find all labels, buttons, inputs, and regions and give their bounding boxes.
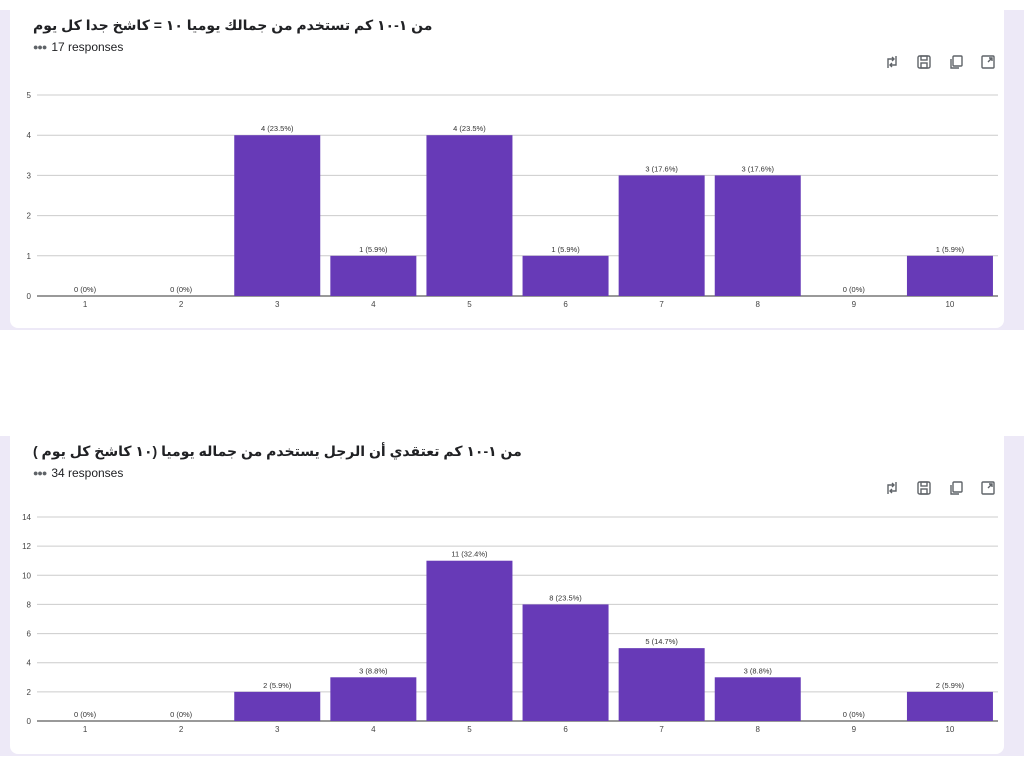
x-tick-label: 6 xyxy=(563,300,568,309)
data-label: 4 (23.5%) xyxy=(261,124,294,133)
y-tick-label: 0 xyxy=(27,717,32,726)
expand-icon[interactable] xyxy=(978,478,998,498)
data-label: 1 (5.9%) xyxy=(359,245,388,254)
bar xyxy=(330,255,417,296)
x-tick-label: 2 xyxy=(179,300,184,309)
data-label: 0 (0%) xyxy=(74,285,97,294)
data-label: 8 (23.5%) xyxy=(549,593,582,602)
data-label: 4 (23.5%) xyxy=(453,124,486,133)
chart-toolbar xyxy=(882,478,998,498)
bar xyxy=(714,175,801,296)
x-tick-label: 10 xyxy=(945,725,954,734)
bar xyxy=(714,677,801,721)
response-count-label: 17 responses xyxy=(51,40,124,54)
y-tick-label: 10 xyxy=(22,571,31,580)
bar xyxy=(426,135,513,296)
dots-icon: ●●● xyxy=(33,42,47,52)
data-label: 0 (0%) xyxy=(843,710,866,719)
x-tick-label: 3 xyxy=(275,300,280,309)
data-label: 2 (5.9%) xyxy=(936,681,965,690)
question-title: من ١-١٠ كم تعتقدي أن الرجل يستخدم من جما… xyxy=(33,443,522,459)
bar xyxy=(522,255,609,296)
data-label: 0 (0%) xyxy=(843,285,866,294)
x-tick-label: 8 xyxy=(756,300,761,309)
x-tick-label: 4 xyxy=(371,725,376,734)
copy-icon[interactable] xyxy=(946,52,966,72)
data-label: 0 (0%) xyxy=(74,710,97,719)
data-label: 0 (0%) xyxy=(170,710,193,719)
data-label: 1 (5.9%) xyxy=(936,245,965,254)
bar xyxy=(618,175,705,296)
bar xyxy=(906,691,993,721)
x-tick-label: 8 xyxy=(756,725,761,734)
data-label: 3 (17.6%) xyxy=(645,164,678,173)
response-count-label: 34 responses xyxy=(51,466,124,480)
chart-toolbar xyxy=(882,52,998,72)
data-label: 11 (32.4%) xyxy=(451,550,488,559)
expand-icon[interactable] xyxy=(978,52,998,72)
bar xyxy=(330,677,417,721)
bar xyxy=(234,691,321,721)
response-count: ●●● 17 responses xyxy=(33,40,123,54)
swap-icon[interactable] xyxy=(882,478,902,498)
save-icon[interactable] xyxy=(914,478,934,498)
copy-icon[interactable] xyxy=(946,478,966,498)
y-tick-label: 0 xyxy=(27,292,32,301)
x-tick-label: 10 xyxy=(945,300,954,309)
x-tick-label: 9 xyxy=(852,300,857,309)
dots-icon: ●●● xyxy=(33,468,47,478)
x-tick-label: 9 xyxy=(852,725,857,734)
data-label: 3 (8.8%) xyxy=(744,666,773,675)
bar xyxy=(426,560,513,721)
y-tick-label: 2 xyxy=(27,688,32,697)
y-tick-label: 4 xyxy=(27,131,32,140)
x-tick-label: 5 xyxy=(467,300,472,309)
x-tick-label: 7 xyxy=(659,300,664,309)
y-tick-label: 5 xyxy=(27,91,32,100)
bar xyxy=(618,648,705,721)
x-tick-label: 1 xyxy=(83,300,88,309)
swap-icon[interactable] xyxy=(882,52,902,72)
y-tick-label: 6 xyxy=(27,630,32,639)
y-tick-label: 12 xyxy=(22,542,31,551)
x-tick-label: 5 xyxy=(467,725,472,734)
y-tick-label: 2 xyxy=(27,212,32,221)
data-label: 3 (17.6%) xyxy=(741,164,774,173)
x-tick-label: 1 xyxy=(83,725,88,734)
response-count: ●●● 34 responses xyxy=(33,466,123,480)
y-tick-label: 14 xyxy=(22,513,31,522)
x-tick-label: 6 xyxy=(563,725,568,734)
bar xyxy=(906,255,993,296)
save-icon[interactable] xyxy=(914,52,934,72)
x-tick-label: 7 xyxy=(659,725,664,734)
bar xyxy=(234,135,321,296)
y-tick-label: 4 xyxy=(27,659,32,668)
data-label: 1 (5.9%) xyxy=(551,245,580,254)
data-label: 3 (8.8%) xyxy=(359,666,388,675)
y-tick-label: 3 xyxy=(27,171,32,180)
y-tick-label: 8 xyxy=(27,600,32,609)
y-tick-label: 1 xyxy=(27,252,32,261)
x-tick-label: 4 xyxy=(371,300,376,309)
data-label: 5 (14.7%) xyxy=(645,637,678,646)
bar xyxy=(522,604,609,721)
data-label: 2 (5.9%) xyxy=(263,681,292,690)
x-tick-label: 3 xyxy=(275,725,280,734)
data-label: 0 (0%) xyxy=(170,285,193,294)
question-title: من ١-١٠ كم تستخدم من جمالك يوميا ١٠ = كا… xyxy=(33,17,433,33)
x-tick-label: 2 xyxy=(179,725,184,734)
